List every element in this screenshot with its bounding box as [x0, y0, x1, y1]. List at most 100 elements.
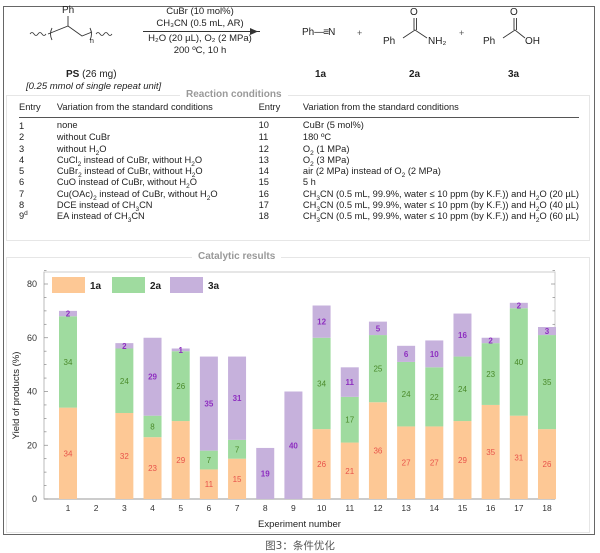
legend-label-3a: 3a [208, 281, 220, 292]
data-label-1a: 26 [317, 460, 326, 469]
reaction-conditions-table: Entry Variation from the standard condit… [19, 102, 579, 225]
data-label-3a: 10 [430, 350, 439, 359]
data-label-1a: 36 [373, 447, 382, 456]
data-label-3a: 16 [458, 331, 467, 340]
variation-cell: CH3CN (0.5 mL, 99.9%, water ≤ 10 ppm (by… [302, 200, 579, 213]
reaction-conditions-text: CuBr (10 mol%) CH₃CN (0.5 mL, AR) H₂O (2… [135, 6, 265, 57]
bar-segment-3a [397, 345, 416, 362]
y-axis-label: Yield of products (%) [11, 352, 22, 440]
x-tick-label: 2 [94, 503, 99, 513]
figure-frame [3, 6, 595, 535]
product-3a-structure-icon [502, 18, 526, 39]
x-tick-label: 4 [150, 503, 155, 513]
product-1a-label: 1a [315, 69, 327, 80]
bar-segment-3a [509, 302, 528, 309]
legend-swatch-1a [52, 277, 85, 293]
table-row: 7 Cu(OAc)2 instead of CuBr, without H2O 16… [19, 188, 579, 202]
x-tick-label: 18 [542, 503, 552, 513]
bar-segment-3a [340, 367, 359, 397]
y-tick-label: 0 [32, 494, 37, 504]
data-label-1a: 29 [458, 456, 467, 465]
arrow-head-icon [250, 28, 258, 35]
triple-bond-icon: —≡ [314, 27, 329, 38]
column-header-variation: Variation from the standard conditions [302, 102, 579, 118]
data-label-2a: 25 [373, 365, 382, 374]
bar-segment-1a [481, 404, 500, 499]
x-tick-label: 1 [66, 503, 71, 513]
bar-segment-1a [453, 421, 472, 499]
legend-label-2a: 2a [150, 281, 162, 292]
data-label-2a: 35 [543, 378, 552, 387]
data-label-1a: 15 [233, 475, 242, 484]
product-2a-ph: Ph [383, 36, 396, 47]
condition-catalyst: CuBr (10 mol%) [166, 6, 234, 17]
data-label-3a: 12 [317, 318, 326, 327]
data-label-3a: 2 [488, 336, 493, 345]
bar-segment-3a [453, 313, 472, 357]
x-tick-label: 15 [458, 503, 468, 513]
data-label-2a: 24 [402, 390, 411, 399]
bar-segment-2a [312, 337, 331, 430]
data-label-2a: 23 [486, 370, 495, 379]
entry-cell: 13 [258, 154, 269, 165]
x-tick-label: 17 [514, 503, 524, 513]
bar-segment-3a [284, 391, 303, 499]
data-label-3a: 1 [178, 346, 183, 355]
bar-segment-1a [340, 442, 359, 499]
legend-swatch-2a [112, 277, 145, 293]
yield-bar-chart: 0 20 40 60 80 Yield of products (%) Experiment… [11, 270, 556, 530]
bar-segment-2a [143, 415, 162, 438]
variation-cell: CuBr2 instead of CuBr, without H2O [56, 166, 203, 180]
data-label-3a: 6 [404, 350, 409, 359]
bar-segment-1a [397, 426, 416, 499]
data-label-3a: 35 [204, 400, 213, 409]
bar-segment-3a [481, 337, 500, 344]
variation-cell: Cu(OAc)2 instead of CuBr, without H2O [56, 188, 218, 202]
bar-segment-2a [538, 335, 556, 430]
data-label-3a: 2 [66, 310, 71, 319]
data-label-2a: 24 [458, 385, 467, 394]
plus-sign: + [459, 28, 465, 38]
entry-cell: 17 [258, 200, 269, 211]
bar-segment-2a [228, 439, 247, 459]
product-2a-oxygen: O [410, 7, 418, 18]
bar-segment-2a [59, 316, 77, 408]
bar-segment-1a [368, 402, 387, 499]
column-header-entry: Entry [258, 102, 303, 118]
bar-segment-1a [509, 415, 528, 499]
bar-segment-3a [538, 327, 556, 336]
bar-segment-3a [256, 447, 275, 499]
data-label-2a: 8 [150, 422, 155, 431]
entry-cell: 10 [258, 119, 269, 130]
entry-cell: 7 [19, 188, 25, 199]
figure-caption: 图3：条件优化 [265, 540, 335, 552]
entry-cell: 8 [19, 200, 25, 211]
product-3a-oxygen: O [510, 7, 518, 18]
product-3a-ph: Ph [483, 36, 496, 47]
x-tick-label: 3 [122, 503, 127, 513]
product-1a-n: N [328, 27, 336, 38]
x-tick-label: 5 [178, 503, 183, 513]
condition-reagents: H₂O (20 µL), O₂ (2 MPa) [148, 33, 252, 44]
bar-segment-2a [509, 308, 528, 416]
data-label-1a: 27 [402, 459, 411, 468]
entry-cell: 16 [258, 188, 269, 199]
bar-segment-2a [453, 356, 472, 422]
reactant-label: PS (26 mg) [66, 69, 117, 80]
table-header-row: Entry Variation from the standard condit… [19, 102, 579, 118]
bar-segment-3a [171, 348, 190, 352]
bar-segment-2a [199, 450, 218, 470]
bar-segment-1a [228, 458, 247, 499]
entry-cell: 11 [258, 132, 269, 143]
reaction-scheme: Ph n PS (26 mg) [0.25 mmol of single rep… [0, 0, 600, 92]
variation-cell: O2 (3 MPa) [302, 154, 350, 168]
bar-segment-3a [143, 337, 162, 416]
entry-cell: 15 [258, 177, 269, 188]
variation-cell: without CuBr [56, 132, 111, 143]
data-label-1a: 34 [64, 449, 73, 458]
reactant-amount: (26 mg) [82, 69, 117, 80]
variation-cell: CH3CN (0.5 mL, 99.9%, water ≤ 10 ppm (by… [302, 211, 579, 225]
reactant-substituent: Ph [62, 5, 75, 16]
variation-cell: CH3CN (0.5 mL, 99.9%, water ≤ 10 ppm (by… [302, 188, 579, 202]
data-label-3a: 5 [376, 324, 381, 333]
